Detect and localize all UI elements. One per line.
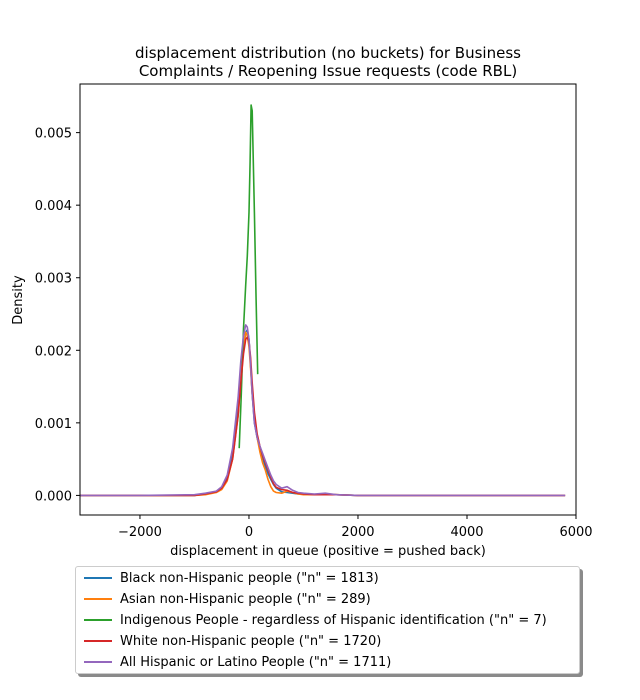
x-tick-label: 4000 bbox=[450, 525, 483, 540]
y-tick-label: 0.005 bbox=[35, 127, 72, 142]
series-line-1 bbox=[80, 331, 566, 497]
x-axis-ticks: −2000 0 2000 4000 6000 bbox=[118, 515, 593, 540]
legend-label-asian: Asian non-Hispanic people ("n" = 289) bbox=[120, 591, 371, 607]
series-line-0 bbox=[80, 329, 566, 497]
legend-swatch-indigenous bbox=[84, 619, 112, 621]
legend-entry-asian: Asian non-Hispanic people ("n" = 289) bbox=[84, 589, 371, 609]
legend-label-white: White non-Hispanic people ("n" = 1720) bbox=[120, 633, 382, 649]
y-tick-label: 0.000 bbox=[35, 489, 72, 504]
series-lines bbox=[80, 104, 566, 497]
chart-legend: Black non-Hispanic people ("n" = 1813) A… bbox=[75, 566, 580, 674]
chart-title-line-2: Complaints / Reopening Issue requests (c… bbox=[139, 62, 517, 80]
x-tick-label: 2000 bbox=[341, 525, 374, 540]
legend-swatch-black bbox=[84, 577, 112, 579]
legend-label-black: Black non-Hispanic people ("n" = 1813) bbox=[120, 570, 379, 586]
legend-label-hispanic: All Hispanic or Latino People ("n" = 171… bbox=[120, 654, 392, 670]
chart-title-line-1: displacement distribution (no buckets) f… bbox=[135, 44, 521, 62]
legend-entry-white: White non-Hispanic people ("n" = 1720) bbox=[84, 631, 381, 651]
legend-swatch-white bbox=[84, 640, 112, 642]
y-tick-label: 0.001 bbox=[35, 417, 72, 432]
legend-swatch-asian bbox=[84, 598, 112, 600]
legend-entry-hispanic: All Hispanic or Latino People ("n" = 171… bbox=[84, 652, 391, 672]
legend-swatch-hispanic bbox=[84, 661, 112, 663]
x-axis-label: displacement in queue (positive = pushed… bbox=[170, 544, 486, 559]
y-tick-label: 0.004 bbox=[35, 199, 72, 214]
x-tick-label: −2000 bbox=[118, 525, 162, 540]
plot-area-frame bbox=[79, 83, 577, 516]
legend-entry-black: Black non-Hispanic people ("n" = 1813) bbox=[84, 568, 379, 588]
series-line-2 bbox=[238, 104, 259, 449]
legend-entry-indigenous: Indigenous People - regardless of Hispan… bbox=[84, 610, 547, 630]
y-tick-label: 0.002 bbox=[35, 344, 72, 359]
legend-label-indigenous: Indigenous People - regardless of Hispan… bbox=[120, 612, 547, 628]
series-line-4 bbox=[80, 324, 566, 497]
y-axis-ticks: 0.000 0.001 0.002 0.003 0.004 0.005 bbox=[35, 127, 80, 504]
x-tick-label: 0 bbox=[245, 525, 253, 540]
x-tick-label: 6000 bbox=[559, 525, 592, 540]
series-line-3 bbox=[80, 336, 566, 497]
y-tick-label: 0.003 bbox=[35, 272, 72, 287]
y-axis-label: Density bbox=[11, 275, 26, 325]
